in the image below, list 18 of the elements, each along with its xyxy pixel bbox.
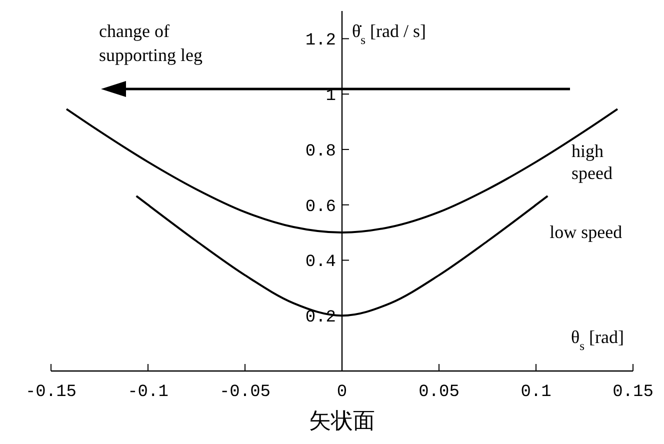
y-tick-label: 0.6 [305, 198, 336, 217]
y-axis-title: θ̇$_{s}$ [rad / s] [352, 21, 426, 47]
y-tick-label: 1.2 [305, 32, 336, 51]
x-tick-label: -0.15 [25, 383, 77, 402]
series-label: low speed [550, 222, 622, 242]
x-tick-label: 0.1 [520, 383, 552, 402]
y-tick-label: 0.4 [305, 253, 336, 272]
y-tick-label: 0.8 [305, 142, 336, 162]
x-tick-label: 0 [336, 383, 348, 402]
series-label: high speed [571, 141, 612, 184]
x-tick-label: 0.05 [418, 383, 460, 402]
y-tick-label: 0.2 [305, 308, 336, 328]
x-tick-label: 0.15 [612, 383, 654, 402]
x-tick-label: -0.1 [128, 383, 168, 402]
annotation: change of supporting leg [99, 21, 202, 65]
x-tick-label: -0.05 [219, 383, 271, 402]
text: 矢状面 [309, 408, 375, 433]
x-axis-title: θ$_{s}$ [rad] [571, 327, 624, 353]
